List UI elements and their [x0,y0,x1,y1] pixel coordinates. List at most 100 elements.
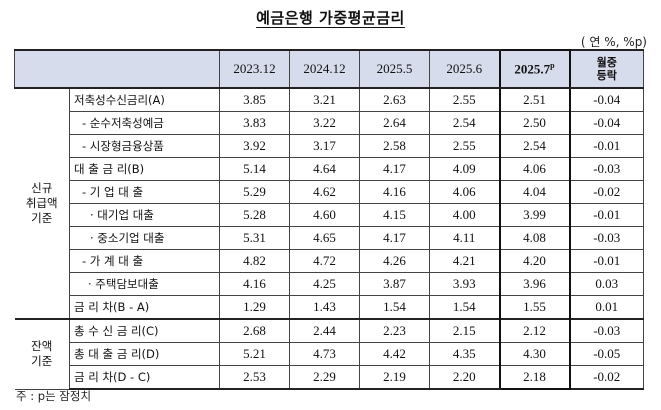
cell-latest: 4.08 [498,226,571,250]
cell: 4.25 [289,272,360,296]
cell: 4.06 [429,180,500,204]
cell: 4.17 [359,226,430,250]
cell: 5.31 [219,226,290,250]
cell: 2.19 [359,365,430,390]
cell: 2.53 [219,365,290,390]
cell-mom: -0.01 [569,249,644,273]
cell: 4.73 [289,342,360,366]
cell: 4.15 [359,203,430,227]
cell: 4.82 [219,249,290,273]
cell-mom: -0.02 [569,365,644,390]
cell: 3.22 [289,111,360,135]
cell: 3.17 [289,134,360,158]
cell: 1.29 [219,295,290,320]
cell: 4.42 [359,342,430,366]
row-label: · 중소기업 대출 [69,226,220,250]
cell: 1.54 [429,295,500,320]
cell: 3.21 [289,87,360,112]
cell-mom: 0.01 [569,295,644,320]
group-balance-line2: 기준 [31,354,53,369]
cell: 5.14 [219,157,290,181]
cell: 2.44 [289,318,360,343]
mom-line1: 월중 [596,56,617,69]
row-label: - 기 업 대 출 [69,180,220,204]
cell: 4.16 [219,272,290,296]
cell: 4.72 [289,249,360,273]
interest-rate-table: 2023.12 2024.12 2025.5 2025.6 2025.7p 월중… [14,49,644,390]
group-balance: 잔액 기준 [14,318,70,390]
page-title: 예금은행 가중평균금리 [0,7,661,28]
row-label: 금 리 차(D - C) [69,365,220,390]
mom-line2: 등락 [596,69,617,82]
cell: 1.43 [289,295,360,320]
cell: 4.35 [429,342,500,366]
cell: 4.62 [289,180,360,204]
cell: 2.20 [429,365,500,390]
cell-mom: -0.03 [569,318,644,343]
latest-period: 2025.7 [514,61,551,77]
cell-mom: -0.04 [569,87,644,112]
cell: 3.85 [219,87,290,112]
cell: 3.93 [429,272,500,296]
row-label: - 시장형금융상품 [69,134,220,158]
table-row: - 순수저축성예금 3.83 3.22 2.64 2.54 2.50 -0.04 [15,111,644,135]
cell-latest: 2.50 [498,111,571,135]
cell: 3.92 [219,134,290,158]
provisional-mark: p [550,60,555,70]
cell-mom: -0.01 [569,203,644,227]
row-label: - 순수저축성예금 [69,111,220,135]
title-text: 예금은행 가중평균금리 [256,9,405,27]
row-label: 총 수 신 금 리(C) [69,318,220,343]
cell: 4.65 [289,226,360,250]
cell-mom: -0.05 [569,342,644,366]
cell: 2.63 [359,87,430,112]
cell: 3.87 [359,272,430,296]
cell: 5.29 [219,180,290,204]
header-col: 2025.6 [429,49,500,89]
cell: 2.55 [429,134,500,158]
header-row: 2023.12 2024.12 2025.5 2025.6 2025.7p 월중… [14,49,644,89]
cell-latest: 3.96 [498,272,571,296]
row-label: 대 출 금 리(B) [69,157,220,181]
row-label: · 대기업 대출 [69,203,220,227]
table-row: 신규 취급액 기준 저축성수신금리(A) 3.85 3.21 2.63 2.55… [14,87,644,320]
cell-latest: 4.30 [498,342,571,366]
cell-latest: 4.04 [498,180,571,204]
cell: 2.55 [429,87,500,112]
cell: 2.29 [289,365,360,390]
table-row: - 기 업 대 출 5.29 4.62 4.16 4.06 4.04 -0.02 [15,180,644,204]
group-balance-line1: 잔액 [31,339,53,354]
cell: 2.64 [359,111,430,135]
header-col: 2025.5 [359,49,430,89]
group-new-line2: 취급액 [25,196,58,210]
row-label: 총 대 출 금 리(D) [69,342,220,366]
row-label: - 가 계 대 출 [69,249,220,273]
cell-mom: -0.02 [569,180,644,204]
cell: 2.54 [429,111,500,135]
cell: 4.21 [429,249,500,273]
row-label: 저축성수신금리(A) [69,87,220,112]
cell-latest: 3.99 [498,203,571,227]
cell-latest: 2.54 [498,134,571,158]
cell-mom: 0.03 [569,272,644,296]
table-row: 잔액 기준 총 수 신 금 리(C) 2.68 2.44 2.23 2.15 2… [14,318,644,390]
cell: 5.21 [219,342,290,366]
header-col: 2024.12 [289,49,360,89]
cell-latest: 2.51 [498,87,571,112]
cell: 2.68 [219,318,290,343]
cell: 1.54 [359,295,430,320]
cell: 4.17 [359,157,430,181]
cell: 4.26 [359,249,430,273]
cell: 2.58 [359,134,430,158]
cell: 4.60 [289,203,360,227]
cell: 4.64 [289,157,360,181]
cell-mom: -0.03 [569,226,644,250]
table-row: · 중소기업 대출 5.31 4.65 4.17 4.11 4.08 -0.03 [15,226,644,250]
cell-latest: 2.12 [498,318,571,343]
cell: 4.11 [429,226,500,250]
table-row: 금 리 차(B - A) 1.29 1.43 1.54 1.54 1.55 0.… [15,295,644,320]
table-row: 총 대 출 금 리(D) 5.21 4.73 4.42 4.35 4.30 -0… [15,342,644,366]
header-col-latest: 2025.7p [498,49,571,89]
cell: 5.28 [219,203,290,227]
row-label: · 주택담보대출 [69,272,220,296]
